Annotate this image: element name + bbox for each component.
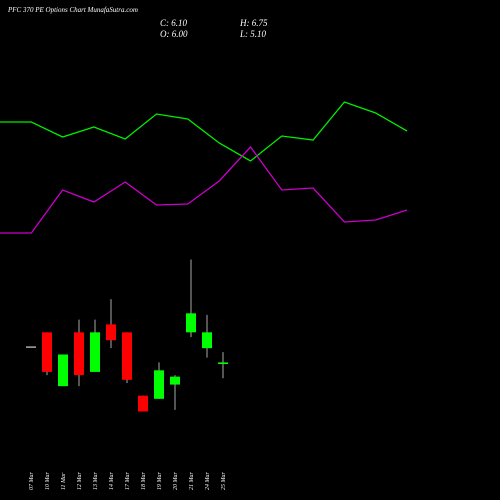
x-tick-label: 12 Mar [77,472,83,490]
x-tick-label: 20 Mar [173,472,179,490]
x-tick-label: 13 Mar [93,472,99,490]
ohlc-low: L: 5.10 [239,29,267,39]
x-tick-label: 10 Mar [45,472,51,490]
candle-body [154,370,164,399]
candle-body [138,395,148,412]
candle-body [186,313,196,333]
x-tick-label: 17 Mar [125,472,131,490]
candle-body [122,332,132,380]
x-tick-label: 11 Mar [61,472,67,490]
x-tick-label: 07 Mar [29,472,35,490]
candle-body [106,324,116,341]
candle-body [42,332,52,372]
ohlc-high: H: 6.75 [239,18,268,28]
chart-title: PFC 370 PE Options Chart MunafaSutra.com [7,6,138,14]
indicator-line [0,101,408,162]
candle-body [218,362,228,364]
candle-body [26,346,36,348]
candle-body [90,332,100,372]
candle-body [74,332,84,376]
x-tick-label: 25 Mar [221,472,227,490]
ohlc-open: O: 6.00 [160,29,188,39]
x-tick-label: 21 Mar [189,472,195,490]
ohlc-close: C: 6.10 [160,18,188,28]
x-tick-label: 18 Mar [141,472,147,490]
x-tick-label: 24 Mar [204,472,211,490]
candle-body [170,376,180,385]
x-tick-label: 14 Mar [108,472,115,490]
x-tick-label: 19 Mar [157,472,163,490]
candle-body [58,354,68,387]
indicator-line [0,145,408,234]
candle-body [202,332,212,349]
